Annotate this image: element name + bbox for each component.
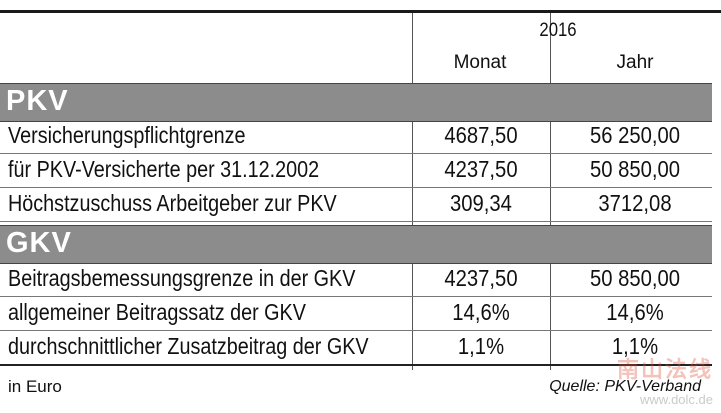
table-row: Höchstzuschuss Arbeitgeber zur PKV 309,3… [0,188,712,222]
value-monat: 4687,50 [444,122,518,148]
column-header-monat: Monat [453,52,507,73]
row-label: für PKV-Versicherte per 31.12.2002 [8,156,320,182]
column-header-jahr: Jahr [616,52,654,73]
watermark-logo: 南山法线 [616,357,713,382]
value-monat: 1,1% [457,333,505,359]
row-label: Höchstzuschuss Arbeitgeber zur PKV [8,190,337,216]
section-header-pkv: PKV [0,83,712,122]
source-note: Quelle: PKV-Verband [549,378,701,395]
table-row: allgemeiner Beitragssatz der GKV 14,6% 1… [0,297,712,331]
value-jahr: 50 850,00 [589,265,681,291]
top-rule [0,10,721,13]
value-monat: 4237,50 [444,265,518,291]
row-label: Beitragsbemessungsgrenze in der GKV [8,265,356,291]
unit-note: in Euro [8,377,62,396]
value-jahr: 1,1% [611,333,659,359]
value-jahr: 50 850,00 [589,156,681,182]
row-label: Versicherungspflichtgrenze [8,122,246,148]
value-jahr: 56 250,00 [589,122,681,148]
value-jahr: 14,6% [606,299,664,325]
section-header-gkv: GKV [0,225,712,264]
row-label: allgemeiner Beitragssatz der GKV [8,299,306,325]
table-row: für PKV-Versicherte per 31.12.2002 4237,… [0,154,712,188]
section-title: GKV [6,227,72,259]
value-monat: 309,34 [450,190,512,216]
row-label: durchschnittlicher Zusatzbeitrag der GKV [8,333,369,359]
table-row: Beitragsbemessungsgrenze in der GKV 4237… [0,263,712,297]
value-monat: 4237,50 [444,156,518,182]
value-jahr: 3712,08 [598,190,672,216]
watermark-url: www.dolc.de [640,392,713,407]
column-divider-right [550,13,551,370]
table-row: durchschnittlicher Zusatzbeitrag der GKV… [0,331,712,366]
table-row: Versicherungspflichtgrenze 4687,50 56 25… [0,120,712,154]
value-monat: 14,6% [452,299,510,325]
section-title: PKV [6,85,69,117]
year-header: 2016 [539,20,577,41]
column-divider-left [412,13,413,370]
